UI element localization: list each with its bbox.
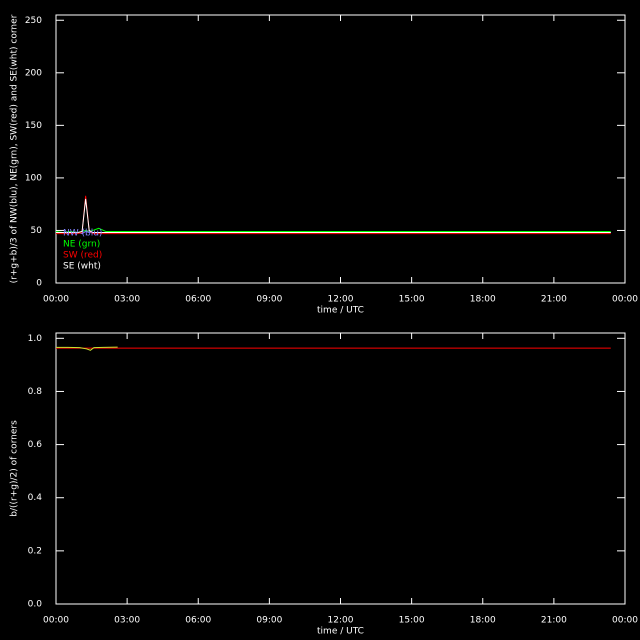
x-tick-label: 00:00 <box>612 616 638 626</box>
x-axis-label: time / UTC <box>317 306 364 316</box>
y-tick-label: 0.0 <box>28 600 43 610</box>
y-tick-label: 200 <box>25 68 42 78</box>
plot-frame <box>55 14 626 284</box>
legend-entry: NW (blu) <box>63 229 102 239</box>
x-tick-label: 21:00 <box>541 616 567 626</box>
x-tick-label: 18:00 <box>470 616 496 626</box>
data-line <box>55 227 611 234</box>
x-tick-label: 09:00 <box>256 295 282 305</box>
x-tick-label: 15:00 <box>399 295 425 305</box>
x-tick-label: 12:00 <box>328 616 354 626</box>
x-tick-label: 06:00 <box>185 616 211 626</box>
y-tick-label: 0.6 <box>28 440 43 450</box>
x-tick-label: 18:00 <box>470 295 496 305</box>
y-tick-label: 1.0 <box>28 334 43 344</box>
x-tick-label: 09:00 <box>256 616 282 626</box>
y-tick-label: 150 <box>25 121 42 131</box>
x-tick-label: 12:00 <box>328 295 354 305</box>
x-tick-label: 00:00 <box>612 295 638 305</box>
x-tick-label: 00:00 <box>43 295 69 305</box>
data-line <box>56 195 611 235</box>
y-tick-label: 0.8 <box>28 387 43 397</box>
plot-frame <box>55 332 626 605</box>
x-axis-label: time / UTC <box>317 627 364 637</box>
data-line <box>56 198 611 234</box>
y-tick-label: 0.4 <box>28 493 43 503</box>
x-tick-label: 15:00 <box>399 616 425 626</box>
y-axis-label: b/((r+g)/2) of corners <box>10 420 20 517</box>
legend-entry: SW (red) <box>63 251 102 261</box>
x-tick-label: 00:00 <box>43 616 69 626</box>
x-tick-label: 03:00 <box>114 616 140 626</box>
y-tick-label: 0 <box>36 279 42 289</box>
y-tick-label: 250 <box>25 16 42 26</box>
legend-entry: SE (wht) <box>63 262 101 272</box>
y-tick-label: 0.2 <box>28 546 42 556</box>
data-line <box>56 346 118 351</box>
y-axis-label: (r+g+b)/3 of NW(blu), NE(grn), SW(red) a… <box>10 14 20 283</box>
x-tick-label: 06:00 <box>185 295 211 305</box>
y-tick-label: 100 <box>25 173 42 183</box>
y-tick-label: 50 <box>31 226 43 236</box>
x-tick-label: 21:00 <box>541 295 567 305</box>
legend-entry: NE (grn) <box>63 240 100 250</box>
x-tick-label: 03:00 <box>114 295 140 305</box>
